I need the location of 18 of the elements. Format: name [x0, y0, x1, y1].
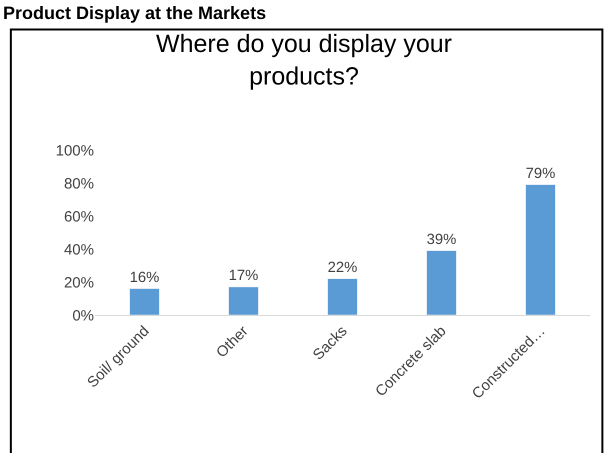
data-label: 17% [228, 268, 258, 284]
data-label: 16% [130, 270, 160, 286]
data-label: 79% [526, 166, 556, 182]
bar [525, 184, 556, 315]
bar [327, 278, 358, 315]
text: Product Display at the Markets [3, 3, 266, 23]
y-tick-label: 0% [72, 307, 94, 324]
data-label: 39% [426, 232, 456, 248]
y-tick-label: 100% [56, 142, 94, 160]
y-tick-label: 60% [64, 208, 94, 226]
bar [228, 286, 259, 315]
y-tick-label: 80% [64, 175, 94, 192]
bar [426, 250, 457, 315]
bar [129, 288, 160, 315]
y-tick-label: 40% [64, 241, 94, 258]
data-label: 22% [328, 260, 358, 276]
y-tick-label: 20% [64, 274, 94, 292]
chart-title: Where do you display your products? [156, 30, 452, 91]
